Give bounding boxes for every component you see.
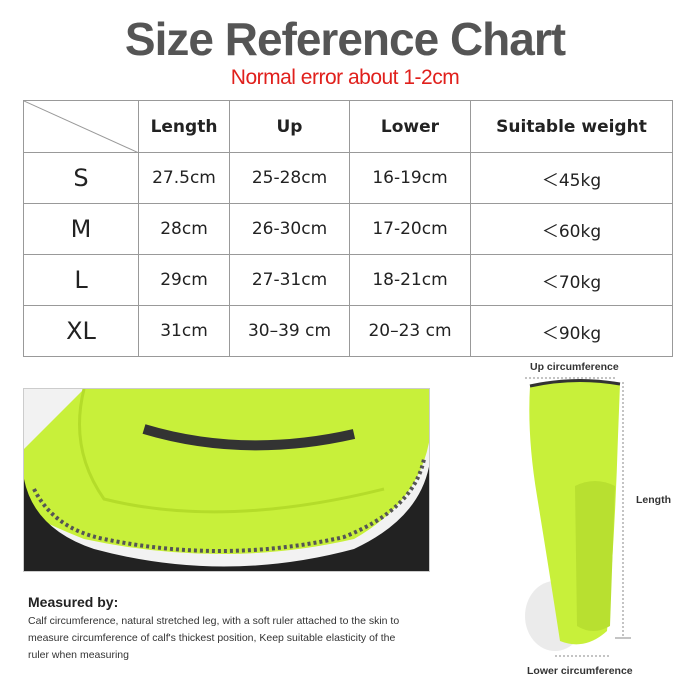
header-weight: Suitable weight	[470, 100, 673, 153]
diagonal-line	[24, 101, 139, 153]
header-lower: Lower	[349, 100, 471, 153]
up-cell: 26-30cm	[229, 203, 350, 255]
up-cell: 25-28cm	[229, 152, 350, 204]
size-cell: XL	[23, 305, 139, 357]
sleeve-diagram	[525, 377, 631, 657]
lower-cell: 17-20cm	[349, 203, 471, 255]
corner-cell	[23, 100, 139, 153]
header-up: Up	[229, 100, 350, 153]
weight-cell: ＜45kg	[470, 152, 673, 204]
table-row: XL 31cm 30–39 cm 20–23 cm ＜90kg	[23, 305, 673, 357]
size-cell: M	[23, 203, 139, 255]
measured-by-text: Calf circumference, natural stretched le…	[28, 615, 400, 661]
length-cell: 27.5cm	[138, 152, 230, 204]
table-row: M 28cm 26-30cm 17-20cm ＜60kg	[23, 203, 673, 255]
length-cell: 31cm	[138, 305, 230, 357]
size-cell: S	[23, 152, 139, 204]
sleeve-closeup-photo	[23, 388, 430, 572]
lower-cell: 16-19cm	[349, 152, 471, 204]
table-header-row: Length Up Lower Suitable weight	[23, 100, 673, 153]
length-cell: 29cm	[138, 254, 230, 306]
lower-circumference-label: Lower circumference	[527, 665, 633, 677]
size-cell: L	[23, 254, 139, 306]
up-cell: 30–39 cm	[229, 305, 350, 357]
up-cell: 27-31cm	[229, 254, 350, 306]
header-length: Length	[138, 100, 230, 153]
measured-by-heading: Measured by:	[28, 594, 119, 610]
weight-cell: ＜70kg	[470, 254, 673, 306]
subtitle: Normal error about 1-2cm	[230, 66, 460, 89]
table-row: L 29cm 27-31cm 18-21cm ＜70kg	[23, 254, 673, 306]
lower-cell: 20–23 cm	[349, 305, 471, 357]
length-label: Length	[636, 494, 671, 506]
up-circumference-label: Up circumference	[530, 361, 619, 373]
sleeve-closeup-image	[24, 389, 429, 571]
size-table: Length Up Lower Suitable weight S 27.5cm 2…	[23, 100, 673, 357]
lower-cell: 18-21cm	[349, 254, 471, 306]
length-cell: 28cm	[138, 203, 230, 255]
weight-cell: ＜60kg	[470, 203, 673, 255]
weight-cell: ＜90kg	[470, 305, 673, 357]
table-row: S 27.5cm 25-28cm 16-19cm ＜45kg	[23, 152, 673, 204]
page-title: Size Reference Chart	[124, 13, 566, 65]
